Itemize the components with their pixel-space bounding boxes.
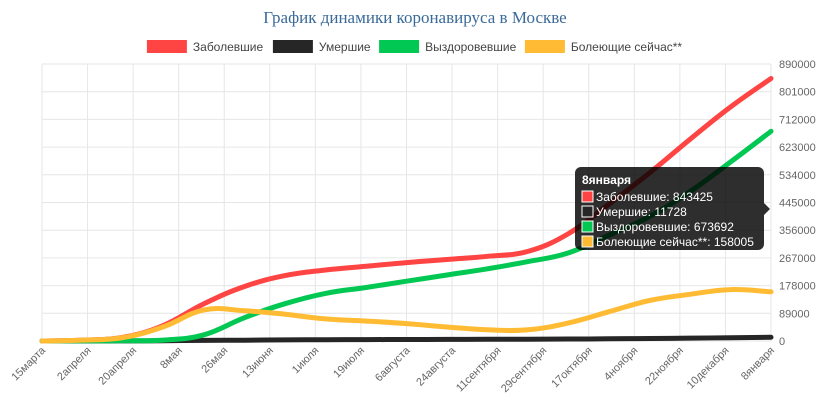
- x-tick-label: 2апреля: [55, 345, 94, 384]
- x-tick-label: 11сентября: [454, 345, 504, 395]
- y-tick-label: 712000: [779, 114, 816, 126]
- legend-swatch-1: [272, 40, 313, 53]
- y-tick-label: 178000: [779, 281, 816, 293]
- y-tick-label: 534000: [779, 170, 816, 182]
- series-line-3: [39, 287, 774, 344]
- x-tick-label: 24августа: [414, 344, 459, 389]
- legend-label-3[interactable]: Болеющие сейчас**: [571, 40, 683, 54]
- y-axis: 0 89000 178000 267000 356000 445000 534000 6230…: [779, 59, 816, 348]
- x-tick-label: 17октября: [549, 345, 595, 391]
- x-tick-label: 20апреля: [96, 345, 139, 388]
- legend-swatch-0: [146, 40, 187, 53]
- y-tick-label: 801000: [779, 87, 816, 99]
- y-tick-label: 0: [779, 336, 785, 348]
- tooltip-swatch-2: [581, 220, 594, 233]
- tooltip-line-2: Выздоровевшие: 673692: [596, 220, 734, 234]
- tooltip-box: [575, 167, 764, 250]
- tooltip-swatch-1: [581, 205, 594, 218]
- y-tick-label: 445000: [779, 198, 816, 210]
- tooltip-title: 8января: [582, 173, 631, 187]
- x-tick-label: 19июля: [331, 345, 367, 381]
- tooltip-line-3: Болеющие сейчас**: 158005: [596, 235, 754, 249]
- tooltip-swatch-3: [581, 235, 594, 248]
- legend-label-0[interactable]: Заболевшие: [193, 40, 264, 54]
- y-tick-label: 623000: [779, 142, 816, 154]
- y-tick-label: 267000: [779, 253, 816, 265]
- tooltip-line-1: Умершие: 11728: [596, 205, 687, 219]
- tooltip-caret: [764, 203, 770, 215]
- y-tick-label: 890000: [779, 59, 816, 71]
- y-tick-label: 356000: [779, 225, 816, 237]
- x-axis: 15марта 2апреля 20апреля 8мая 26мая 13июня 1ию…: [9, 344, 777, 395]
- chart-title: График динамики коронавируса в Москве: [263, 8, 567, 27]
- x-tick-label: 26мая: [199, 345, 230, 376]
- y-tick-label: 89000: [779, 308, 810, 320]
- x-tick-label: 10декабря: [685, 345, 732, 392]
- legend-label-2[interactable]: Выздоровевшие: [425, 40, 517, 54]
- x-tick-label: 8января: [739, 345, 777, 383]
- x-tick-label: 13июня: [240, 345, 276, 381]
- x-tick-label: 6августа: [373, 344, 413, 384]
- x-tick-label: 8мая: [158, 345, 185, 372]
- legend-label-1[interactable]: Умершие: [319, 40, 371, 54]
- x-tick-label: 22ноября: [643, 345, 686, 388]
- chart-legend: Заболевшие Умершие Выздоровевшие Болеющие с…: [146, 40, 683, 54]
- x-tick-label: 1июля: [290, 345, 322, 377]
- legend-swatch-2: [379, 40, 420, 53]
- x-tick-label: 15марта: [9, 344, 48, 383]
- tooltip-swatch-0: [581, 190, 594, 203]
- tooltip-line-0: Заболевшие: 843425: [596, 190, 713, 204]
- x-tick-label: 29сентября: [499, 345, 549, 395]
- legend-swatch-3: [524, 40, 565, 53]
- x-tick-label: 4ноября: [602, 345, 641, 384]
